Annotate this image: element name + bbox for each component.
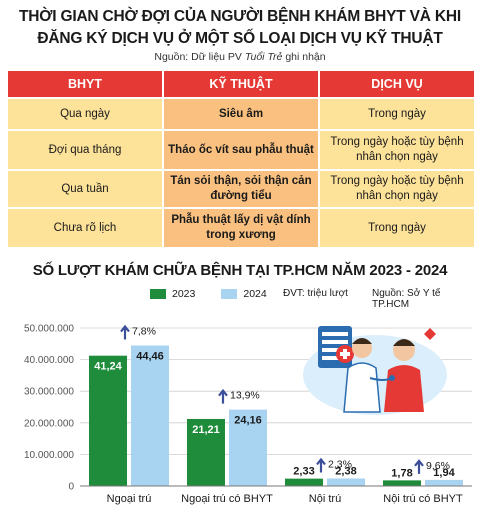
table-row: Đợi qua tháng Tháo ốc vít sau phẫu thuật… [6, 129, 476, 171]
y-tick-label: 20.000.000 [24, 418, 74, 429]
cell-bhyt: Qua tuần [6, 169, 164, 209]
growth-label: 13,9% [230, 390, 260, 402]
cell-dich-vu: Trong ngày [318, 207, 476, 249]
growth-label: 9,6% [426, 460, 450, 472]
bar-2024 [425, 479, 463, 486]
bar-value-label: 44,46 [136, 351, 164, 363]
growth-arrow-icon [414, 459, 424, 474]
y-tick-label: 30.000.000 [24, 387, 74, 398]
bar-2024 [327, 478, 365, 486]
bar-2023 [285, 478, 323, 486]
bar-value-label: 24,16 [234, 415, 262, 427]
unit-note: ĐVT: triệu lượt [283, 288, 348, 299]
bar-2023 [89, 355, 127, 486]
bar-chart: 0 10.000.000 20.000.000 30.000.000 40.000.00… [24, 324, 472, 505]
cell-ky-thuat: Tháo ốc vít sau phẫu thuật [162, 129, 320, 171]
y-tick-label: 10.000.000 [24, 450, 74, 461]
legend-swatch-2023 [150, 289, 166, 299]
source-prefix: Nguồn: Dữ liệu PV [154, 51, 245, 63]
doctor-patient-illustration [303, 326, 447, 415]
bar-2024 [131, 345, 169, 486]
bar-2023 [187, 418, 225, 486]
chart-title: SỐ LƯỢT KHÁM CHỮA BỆNH TẠI TP.HCM NĂM 20… [32, 262, 448, 279]
growth-arrow-icon [120, 324, 130, 340]
cell-ky-thuat: Tán sỏi thận, sỏi thận cản đường tiểu [162, 169, 320, 209]
table-source: Nguồn: Dữ liệu PV Tuổi Trẻ ghi nhận [0, 51, 480, 63]
title-line-1: THỜI GIAN CHỜ ĐỢI CỦA NGƯỜI BỆNH KHÁM BH… [18, 8, 461, 25]
legend-label-2023: 2023 [172, 288, 196, 300]
y-tick-label: 50.000.000 [24, 324, 74, 335]
header-ky-thuat: KỸ THUẬT [162, 69, 320, 99]
table-row: Chưa rõ lịch Phẫu thuật lấy dị vật dính … [6, 207, 476, 249]
bar-value-label: 1,78 [391, 467, 412, 479]
cell-bhyt: Chưa rõ lịch [6, 207, 164, 249]
source-suffix: ghi nhận [282, 51, 326, 63]
source-italic: Tuổi Trẻ [244, 51, 283, 63]
table-row: Qua tuần Tán sỏi thận, sỏi thận cản đườn… [6, 169, 476, 209]
bar-value-label: 2,33 [293, 466, 314, 478]
table-row: Qua ngày Siêu âm Trong ngày [6, 97, 476, 131]
chart-source: Nguồn: Sở Y tế TP.HCM [372, 288, 441, 310]
x-category-label: Ngoại trú có BHYT [181, 493, 273, 505]
header-bhyt: BHYT [6, 69, 164, 99]
x-category-label: Nội trú [309, 493, 341, 505]
cell-ky-thuat: Phẫu thuật lấy dị vật dính trong xương [162, 207, 320, 249]
header-dich-vu: DỊCH VỤ [318, 69, 476, 99]
cell-bhyt: Đợi qua tháng [6, 129, 164, 171]
table-header-row: BHYT KỸ THUẬT DỊCH VỤ [6, 69, 476, 99]
legend-swatch-2024 [221, 289, 238, 299]
bar-value-label: 41,24 [94, 361, 122, 373]
legend-label-2024: 2024 [243, 288, 267, 300]
cell-dich-vu: Trong ngày hoặc tùy bệnh nhân chọn ngày [318, 129, 476, 171]
growth-arrow-icon [218, 388, 228, 404]
x-category-label: Ngoại trú [107, 493, 152, 505]
chart-legend: 2023 2024 [150, 288, 267, 300]
title-line-2: ĐĂNG KÝ DỊCH VỤ Ở MỘT SỐ LOẠI DỊCH VỤ KỸ… [37, 30, 443, 47]
y-tick-label: 0 [68, 482, 74, 493]
bar-2024 [229, 409, 267, 486]
growth-label: 2,3% [328, 458, 352, 470]
y-tick-label: 40.000.000 [24, 355, 74, 366]
cell-ky-thuat: Siêu âm [162, 97, 320, 131]
cell-dich-vu: Trong ngày [318, 97, 476, 131]
waiting-time-table: BHYT KỸ THUẬT DỊCH VỤ Qua ngày Siêu âm T… [6, 69, 476, 249]
bar-2023 [383, 480, 421, 486]
cell-bhyt: Qua ngày [6, 97, 164, 131]
x-category-label: Nội trú có BHYT [383, 493, 463, 505]
growth-arrow-icon [316, 457, 326, 473]
bar-value-label: 2,38 [335, 465, 356, 477]
bar-value-label: 1,94 [433, 467, 455, 479]
growth-label: 7,8% [132, 326, 156, 338]
cell-dich-vu: Trong ngày hoặc tùy bệnh nhân chọn ngày [318, 169, 476, 209]
bar-value-label: 21,21 [192, 424, 220, 436]
page-title: THỜI GIAN CHỜ ĐỢI CỦA NGƯỜI BỆNH KHÁM BH… [0, 6, 480, 50]
